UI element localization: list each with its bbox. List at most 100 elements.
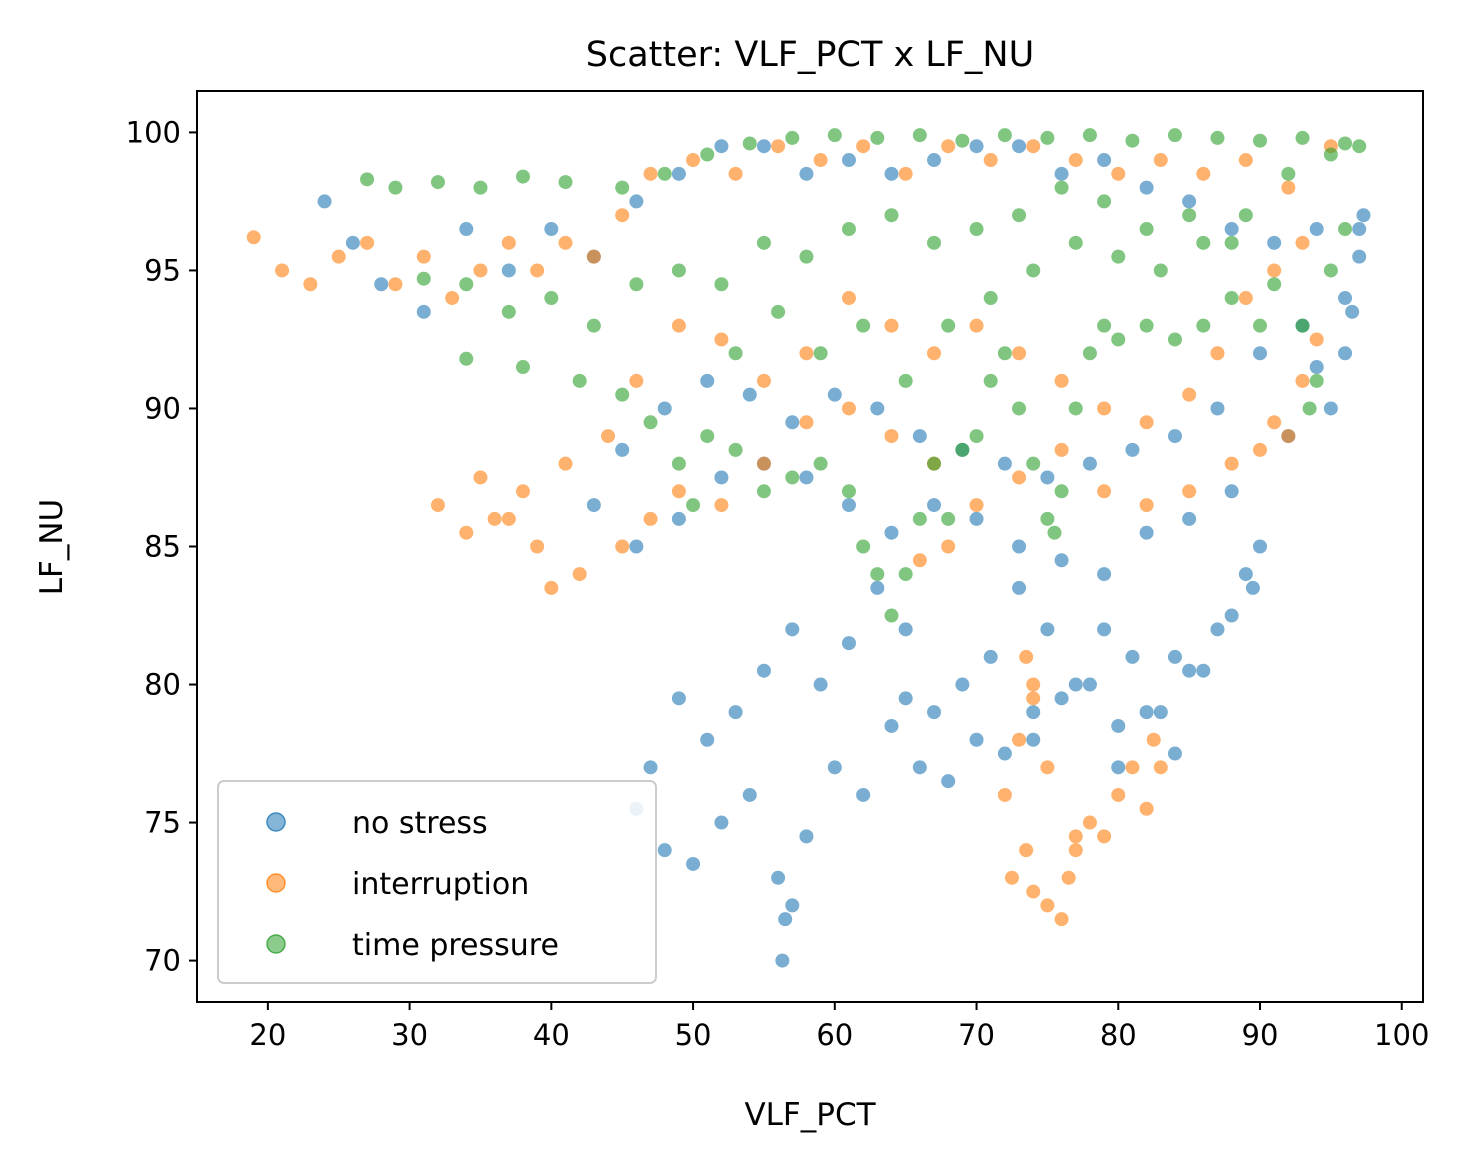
data-point (870, 580, 885, 595)
data-point (813, 346, 828, 361)
data-point (856, 539, 871, 554)
data-point (1196, 663, 1211, 678)
data-point (1352, 249, 1367, 264)
data-point (1323, 263, 1338, 278)
data-point (1097, 401, 1112, 416)
data-point (1309, 373, 1324, 388)
data-point (884, 718, 899, 733)
data-point (416, 249, 431, 264)
data-point (941, 539, 956, 554)
data-point (1097, 829, 1112, 844)
data-point (1026, 677, 1041, 692)
data-point (317, 194, 332, 209)
data-point (898, 166, 913, 181)
data-point (1012, 539, 1027, 554)
data-point (856, 318, 871, 333)
legend-box (217, 780, 657, 984)
data-point (1182, 208, 1197, 223)
data-point (969, 139, 984, 154)
data-point (572, 373, 587, 388)
data-point (1054, 180, 1069, 195)
data-point (586, 249, 601, 264)
data-point (1338, 291, 1353, 306)
data-point (927, 153, 942, 168)
data-point (1224, 222, 1239, 237)
data-point (799, 415, 814, 430)
data-point (530, 539, 545, 554)
data-point (1054, 373, 1069, 388)
data-point (1082, 346, 1097, 361)
data-point (714, 332, 729, 347)
data-point (1054, 166, 1069, 181)
data-point (1210, 622, 1225, 637)
data-point (1026, 691, 1041, 706)
data-point (1139, 318, 1154, 333)
data-point (778, 912, 793, 927)
data-point (1139, 801, 1154, 816)
data-point (742, 787, 757, 802)
data-point (870, 130, 885, 145)
y-tick-label: 70 (144, 944, 181, 978)
data-point (1182, 663, 1197, 678)
data-point (983, 649, 998, 664)
data-point (799, 829, 814, 844)
data-point (1097, 484, 1112, 499)
data-point (1267, 415, 1282, 430)
data-point (1012, 732, 1027, 747)
data-point (360, 235, 375, 250)
data-point (459, 222, 474, 237)
data-point (1040, 898, 1055, 913)
data-point (1125, 442, 1140, 457)
data-point (884, 208, 899, 223)
data-point (430, 175, 445, 190)
data-point (884, 608, 899, 623)
data-point (1153, 760, 1168, 775)
data-point (1309, 222, 1324, 237)
data-point (1068, 677, 1083, 692)
data-point (1139, 525, 1154, 540)
data-point (629, 539, 644, 554)
data-point (785, 898, 800, 913)
data-point (1323, 147, 1338, 162)
data-point (728, 166, 743, 181)
legend-label: interruption (352, 867, 529, 902)
data-point (1238, 567, 1253, 582)
data-point (1012, 401, 1027, 416)
data-point (1238, 291, 1253, 306)
data-point (1054, 553, 1069, 568)
data-point (459, 277, 474, 292)
data-point (1111, 332, 1126, 347)
data-point (671, 691, 686, 706)
data-point (955, 133, 970, 148)
data-point (544, 291, 559, 306)
data-point (813, 153, 828, 168)
y-tick-label: 85 (144, 530, 181, 564)
data-point (898, 567, 913, 582)
chart-title: Scatter: VLF_PCT x LF_NU (586, 35, 1034, 75)
data-point (898, 373, 913, 388)
data-point (1295, 130, 1310, 145)
data-point (459, 525, 474, 540)
data-point (728, 705, 743, 720)
data-point (1012, 470, 1027, 485)
x-tick-label: 20 (249, 1018, 286, 1052)
data-point (1040, 760, 1055, 775)
data-point (1082, 815, 1097, 830)
data-point (841, 636, 856, 651)
data-point (1253, 133, 1268, 148)
data-point (1004, 870, 1019, 885)
data-point (416, 271, 431, 286)
series-no-stress (317, 139, 1371, 968)
data-point (827, 387, 842, 402)
legend-label: time pressure (352, 928, 559, 963)
data-point (997, 787, 1012, 802)
data-point (558, 456, 573, 471)
data-point (303, 277, 318, 292)
data-point (1097, 318, 1112, 333)
data-point (1356, 208, 1371, 223)
y-tick-label: 95 (144, 253, 181, 287)
data-point (629, 194, 644, 209)
data-point (1167, 649, 1182, 664)
data-point (515, 169, 530, 184)
